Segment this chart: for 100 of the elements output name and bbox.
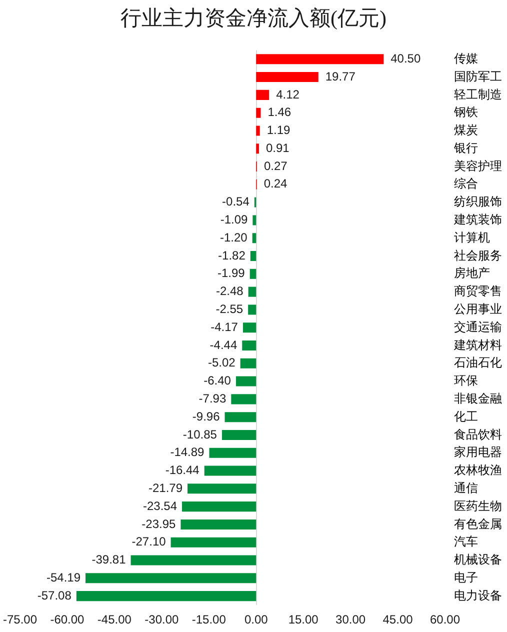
bar	[222, 430, 256, 440]
data-label: -4.17	[210, 320, 238, 334]
y-tick-label: 计算机	[454, 230, 490, 244]
data-label: -27.10	[132, 534, 166, 549]
data-label: -39.81	[92, 552, 126, 567]
x-tick-label: -30.00	[144, 612, 180, 627]
bar	[86, 573, 256, 584]
bar	[252, 215, 256, 226]
data-label: 4.12	[276, 87, 300, 102]
y-tick-label: 建筑材料	[453, 338, 502, 352]
bar	[242, 340, 256, 351]
y-tick-label: 非银金融	[454, 392, 502, 406]
bar	[252, 233, 256, 244]
y-tick-label: 煤炭	[454, 123, 478, 138]
bar	[256, 72, 318, 82]
bar	[242, 322, 256, 333]
data-label: 19.77	[325, 69, 356, 84]
y-tick-label: 建筑装饰	[453, 212, 502, 227]
bar	[256, 54, 384, 64]
y-tick-label: 农林牧渔	[454, 463, 502, 478]
y-tick-label: 汽车	[454, 534, 478, 549]
bar	[182, 502, 256, 512]
data-label: -1.99	[217, 266, 246, 280]
bar	[240, 358, 256, 368]
bar	[130, 555, 256, 566]
y-tick-label: 银行	[453, 140, 478, 155]
bar	[250, 251, 256, 262]
x-tick-label: 45.00	[382, 612, 414, 627]
y-tick-label: 石油石化	[454, 356, 502, 370]
y-tick-label: 电力设备	[454, 588, 502, 602]
data-label: -4.44	[210, 338, 238, 352]
y-tick-label: 传媒	[454, 51, 478, 66]
y-tick-label: 国防军工	[454, 69, 502, 84]
data-label: -21.79	[148, 480, 183, 495]
bar	[250, 268, 256, 279]
data-label: 0.91	[266, 140, 290, 155]
data-label: -54.19	[46, 570, 81, 584]
y-tick-label: 电子	[454, 570, 478, 584]
data-label: -2.55	[216, 302, 244, 316]
bar	[256, 126, 260, 136]
y-tick-label: 交通运输	[454, 320, 502, 334]
x-tick-label: 60.00	[430, 612, 460, 627]
data-label: 1.46	[268, 105, 292, 120]
x-tick-label: 15.00	[288, 612, 319, 627]
data-label: 0.24	[264, 176, 288, 191]
bar	[224, 412, 256, 422]
data-label: -14.89	[170, 445, 205, 460]
y-tick-label: 化工	[454, 409, 478, 424]
x-tick-label: 0.00	[244, 612, 268, 627]
x-tick-label: -60.00	[50, 612, 85, 627]
y-tick-label: 综合	[454, 176, 478, 191]
bar	[204, 466, 256, 476]
x-tick-label: -15.00	[192, 612, 226, 627]
y-tick-label: 医药生物	[454, 498, 502, 513]
bar	[256, 108, 261, 118]
data-label: -57.08	[37, 588, 72, 602]
y-tick-label: 环保	[454, 374, 478, 388]
data-label: 1.19	[266, 123, 291, 138]
x-tick-label: 30.00	[336, 612, 366, 627]
y-tick-label: 家用电器	[454, 445, 502, 460]
data-label: -5.02	[208, 356, 236, 370]
bar	[209, 448, 256, 458]
data-label: -23.95	[142, 516, 176, 531]
y-tick-label: 房地产	[454, 266, 490, 280]
bar	[248, 286, 256, 297]
x-tick-label: -45.00	[97, 612, 132, 627]
data-label: -23.54	[142, 498, 178, 513]
y-tick-label: 钢铁	[453, 105, 478, 120]
y-tick-label: 社会服务	[454, 248, 502, 262]
bar	[180, 519, 256, 530]
data-label: -10.85	[182, 427, 218, 442]
y-tick-label: 公用事业	[454, 302, 502, 316]
data-label: -9.96	[192, 409, 220, 424]
data-label: -2.48	[216, 284, 244, 298]
bar	[248, 304, 256, 315]
data-label: -7.93	[198, 392, 226, 406]
data-label: -1.09	[220, 212, 248, 227]
data-label: 0.27	[264, 158, 288, 173]
y-tick-label: 纺织服饰	[454, 194, 502, 209]
y-tick-label: 通信	[454, 480, 478, 495]
y-tick-label: 机械设备	[454, 552, 502, 567]
x-tick-label: -75.00	[2, 612, 38, 627]
bar	[236, 376, 256, 386]
data-label: -1.82	[218, 248, 246, 262]
y-tick-label: 有色金属	[454, 516, 502, 531]
y-tick-label: 食品饮料	[454, 427, 502, 442]
bar	[256, 90, 270, 100]
bar	[188, 484, 256, 494]
y-tick-label: 美容护理	[454, 158, 502, 173]
bar	[231, 394, 256, 404]
data-label: -0.54	[222, 194, 250, 209]
bar	[256, 144, 259, 154]
bar	[76, 591, 256, 602]
data-label: 40.50	[390, 51, 421, 66]
data-label: -16.44	[165, 463, 200, 478]
data-label: -6.40	[204, 374, 232, 388]
chart-title: 行业主力资金净流入额(亿元)	[120, 6, 386, 30]
y-tick-label: 轻工制造	[454, 87, 502, 102]
data-label: -1.20	[220, 230, 248, 244]
y-tick-label: 商贸零售	[454, 284, 502, 298]
